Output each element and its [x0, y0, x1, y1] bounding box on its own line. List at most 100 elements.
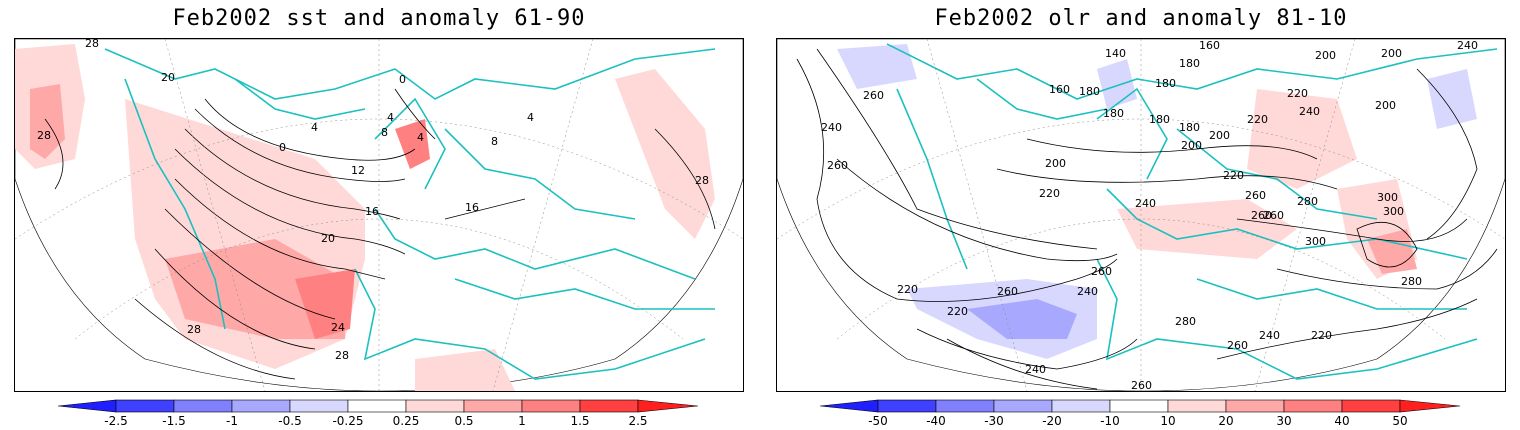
colorbar-tick: -2.5 — [104, 414, 128, 428]
colorbar-bin — [231, 399, 291, 413]
contour-label: 140 — [1105, 47, 1126, 60]
contour-label: 260 — [863, 89, 884, 102]
contour-label: 200 — [1315, 49, 1336, 62]
sst-panel: Feb2002 sst and anomaly 61-90 — [14, 0, 744, 430]
colorbar-tick: 1 — [518, 414, 526, 428]
contour-label: 260 — [1251, 209, 1272, 222]
colorbar-tick: -10 — [1100, 414, 1120, 428]
colorbar-arrow-left — [58, 399, 117, 413]
olr-colorbar: -50 -40 -30 -20 -10 10 20 30 40 50 — [820, 398, 1460, 428]
contour-label: 180 — [1179, 57, 1200, 70]
contour-label: 160 — [1049, 83, 1070, 96]
colorbar-bin — [1109, 399, 1169, 413]
contour-label: 16 — [365, 205, 379, 218]
contour-label: 200 — [1045, 157, 1066, 170]
colorbar-bin — [579, 399, 639, 413]
olr-map-svg: 140 160 200 200 240 260 180 160 180 180 … — [777, 39, 1505, 391]
contour-label: 260 — [1091, 265, 1112, 278]
contour-label: 180 — [1079, 85, 1100, 98]
contour-label: 28 — [37, 129, 51, 142]
contour-label: 28 — [187, 323, 201, 336]
contour-label: 200 — [1209, 129, 1230, 142]
contour-label: 24 — [331, 321, 345, 334]
colorbar-tick: -0.5 — [278, 414, 302, 428]
anomaly-red-northsea — [395, 119, 430, 169]
colorbar-tick: 10 — [1160, 414, 1176, 428]
colorbar-tick: -50 — [868, 414, 888, 428]
colorbar-bin — [173, 399, 233, 413]
contour-label: 8 — [381, 126, 388, 139]
colorbar-bin — [115, 399, 175, 413]
contour-label: 260 — [997, 285, 1018, 298]
contour-label: 300 — [1383, 205, 1404, 218]
contour-label: 4 — [387, 111, 394, 124]
colorbar-tick: -1.5 — [162, 414, 186, 428]
colorbar-tick: 20 — [1218, 414, 1234, 428]
contour-label: 240 — [1025, 363, 1046, 376]
colorbar-bin — [1051, 399, 1111, 413]
contour-label: 220 — [1311, 329, 1332, 342]
contour-label: 220 — [1247, 113, 1268, 126]
contour-label: 16 — [465, 201, 479, 214]
contour-label: 220 — [897, 283, 918, 296]
contour-label: 280 — [1297, 195, 1318, 208]
colorbar-tick: -0.25 — [332, 414, 364, 428]
contour-label: 260 — [827, 159, 848, 172]
coastlines — [886, 43, 1498, 380]
anomaly-blue-west — [837, 44, 917, 89]
sst-contour-labels: 28 20 28 0 4 8 4 4 0 12 16 20 24 28 28 1… — [37, 39, 709, 362]
sst-panel-title: Feb2002 sst and anomaly 61-90 — [172, 6, 586, 31]
olr-map: 140 160 200 200 240 260 180 160 180 180 … — [776, 38, 1506, 392]
olr-panel-title: Feb2002 olr and anomaly 81-10 — [934, 6, 1348, 31]
colorbar-tick: 50 — [1392, 414, 1408, 428]
contour-label: 220 — [1287, 87, 1308, 100]
contour-label: 280 — [1175, 315, 1196, 328]
colorbar-arrow-left — [820, 399, 879, 413]
colorbar-bin — [1341, 399, 1401, 413]
contour-label: 240 — [1457, 39, 1478, 52]
colorbar-bin — [521, 399, 581, 413]
colorbar-tick: 0.25 — [392, 414, 420, 428]
contour-label: 240 — [1259, 329, 1280, 342]
contour-label: 28 — [695, 174, 709, 187]
colorbar-tick: 30 — [1276, 414, 1292, 428]
contour-label: 300 — [1305, 235, 1326, 248]
colorbar-bin — [405, 399, 465, 413]
contour-label: 300 — [1377, 191, 1398, 204]
colorbar-bin — [289, 399, 349, 413]
colorbar-tick: 1.5 — [570, 414, 590, 428]
contour-label: 260 — [1245, 189, 1266, 202]
colorbar-bin — [1167, 399, 1227, 413]
contour-label: 240 — [1135, 197, 1156, 210]
contour-label: 20 — [161, 71, 175, 84]
contour-label: 260 — [1227, 339, 1248, 352]
contour-label: 180 — [1179, 121, 1200, 134]
colorbar-bin — [935, 399, 995, 413]
contour-label: 28 — [85, 39, 99, 50]
colorbar-bin — [1283, 399, 1343, 413]
colorbar-bin — [347, 399, 407, 413]
contour-label: 8 — [491, 135, 498, 148]
contour-label: 4 — [527, 111, 534, 124]
contour-label: 220 — [947, 305, 968, 318]
contour-label: 240 — [1077, 285, 1098, 298]
sst-colorbar-svg — [58, 399, 698, 413]
anomaly-pink-europe — [1247, 89, 1357, 189]
contour-label: 20 — [321, 232, 335, 245]
colorbar-bin — [1225, 399, 1285, 413]
contour-label: 240 — [821, 121, 842, 134]
colorbar-bin — [993, 399, 1053, 413]
contour-label: 200 — [1181, 139, 1202, 152]
contour-label: 180 — [1155, 77, 1176, 90]
colorbar-tick: 40 — [1334, 414, 1350, 428]
colorbar-bin — [877, 399, 937, 413]
sst-colorbar: -2.5 -1.5 -1 -0.5 -0.25 0.25 0.5 1 1.5 2… — [58, 398, 698, 428]
contour-label: 180 — [1103, 107, 1124, 120]
olr-contour-labels: 140 160 200 200 240 260 180 160 180 180 … — [821, 39, 1478, 391]
colorbar-arrow-right — [637, 399, 698, 413]
anomaly-blue-east — [1427, 69, 1477, 129]
contour-label: 260 — [1131, 379, 1152, 391]
anomaly-pink-south — [415, 349, 515, 391]
olr-colorbar-svg — [820, 399, 1460, 413]
anomaly-red-iberia — [295, 269, 355, 339]
